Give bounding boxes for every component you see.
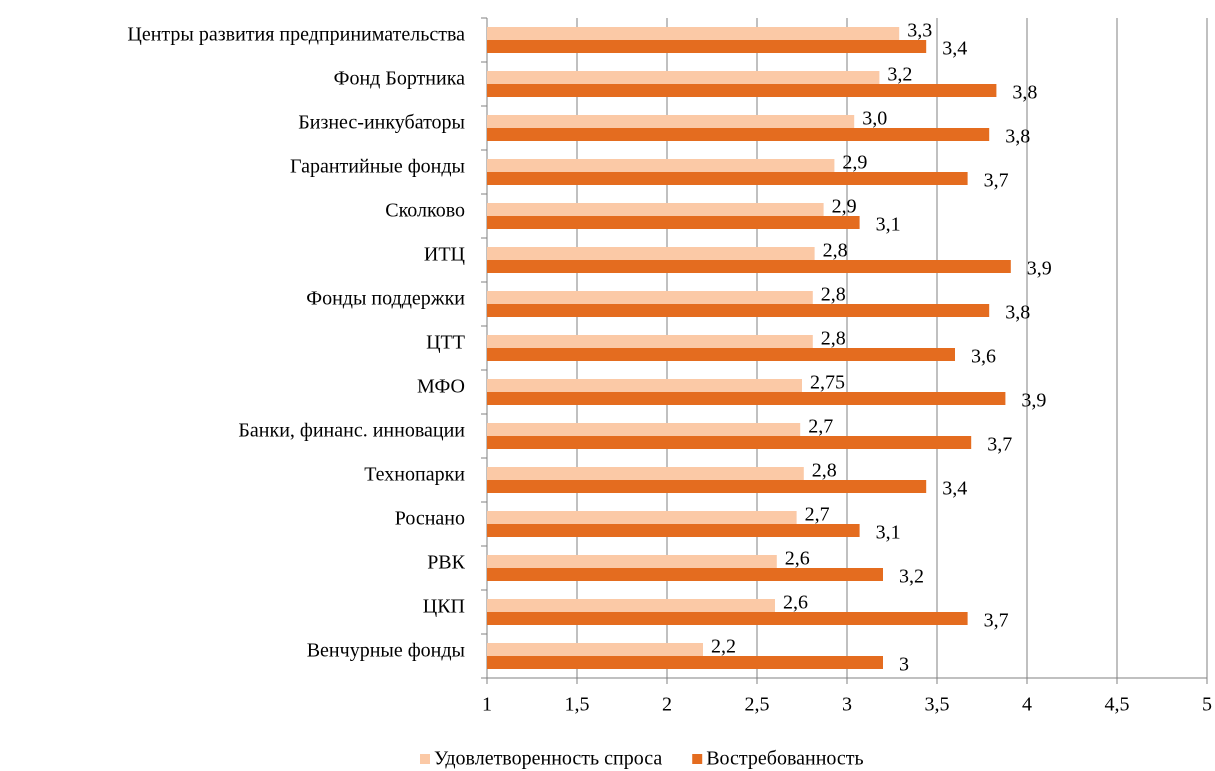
bar bbox=[487, 159, 835, 172]
value-label: 3,9 bbox=[1021, 390, 1046, 412]
bar bbox=[487, 568, 883, 581]
bar bbox=[487, 467, 804, 480]
value-label: 2,8 bbox=[821, 284, 846, 306]
y-tick-label: Банки, финанс. инновации bbox=[238, 420, 465, 442]
bar bbox=[487, 304, 990, 317]
x-tick-label: 1,5 bbox=[565, 694, 590, 716]
y-tick-label: ЦТТ bbox=[426, 332, 465, 354]
bar bbox=[487, 643, 703, 656]
value-label: 3,4 bbox=[942, 38, 967, 60]
bar bbox=[487, 172, 968, 185]
x-tick-label: 2 bbox=[662, 694, 672, 716]
value-label: 3,7 bbox=[984, 610, 1009, 632]
bar bbox=[487, 27, 900, 40]
value-label: 2,7 bbox=[805, 504, 830, 526]
value-label: 3,8 bbox=[1005, 302, 1030, 324]
value-label: 3,7 bbox=[984, 170, 1009, 192]
y-tick-label: Технопарки bbox=[364, 464, 465, 486]
bar bbox=[487, 260, 1011, 273]
x-tick-label: 5 bbox=[1202, 694, 1212, 716]
bar bbox=[487, 216, 860, 229]
value-label: 2,9 bbox=[832, 196, 857, 218]
legend-label: Востребованность bbox=[706, 748, 863, 770]
bar bbox=[487, 84, 997, 97]
value-label: 3,1 bbox=[876, 214, 901, 236]
y-tick-label: Фонды поддержки bbox=[306, 288, 465, 310]
x-tick-label: 3 bbox=[842, 694, 852, 716]
x-tick-label: 4,5 bbox=[1105, 694, 1130, 716]
bar bbox=[487, 203, 824, 216]
value-label: 2,9 bbox=[842, 152, 867, 174]
legend-label: Удовлетворенность спроса bbox=[434, 748, 662, 770]
value-label: 2,8 bbox=[812, 460, 837, 482]
value-label: 2,2 bbox=[711, 636, 736, 658]
bar bbox=[487, 128, 990, 141]
value-label: 3,8 bbox=[1012, 82, 1037, 104]
bar bbox=[487, 612, 968, 625]
value-label: 2,6 bbox=[785, 548, 810, 570]
bar bbox=[487, 524, 860, 537]
value-label: 2,8 bbox=[823, 240, 848, 262]
value-label: 2,8 bbox=[821, 328, 846, 350]
y-tick-label: Гарантийные фонды bbox=[290, 156, 465, 178]
value-label: 3,2 bbox=[887, 64, 912, 86]
bar bbox=[487, 115, 855, 128]
bar bbox=[487, 40, 927, 53]
x-tick-label: 1 bbox=[482, 694, 492, 716]
x-tick-label: 3,5 bbox=[925, 694, 950, 716]
value-label: 3,3 bbox=[907, 20, 932, 42]
bar bbox=[487, 511, 797, 524]
bar bbox=[487, 436, 972, 449]
value-label: 2,7 bbox=[808, 416, 833, 438]
value-label: 2,75 bbox=[810, 372, 845, 394]
bar bbox=[487, 423, 801, 436]
y-tick-label: Бизнес-инкубаторы bbox=[298, 112, 465, 134]
y-tick-label: ИТЦ bbox=[424, 244, 465, 266]
legend-swatch bbox=[420, 754, 430, 764]
legend-swatch bbox=[692, 754, 703, 764]
bar bbox=[487, 71, 880, 84]
y-tick-label: МФО bbox=[417, 376, 465, 398]
bar bbox=[487, 348, 955, 361]
bar bbox=[487, 335, 813, 348]
y-tick-label: РВК bbox=[427, 552, 465, 574]
value-label: 3,6 bbox=[971, 346, 996, 368]
x-tick-label: 2,5 bbox=[745, 694, 770, 716]
y-tick-label: ЦКП bbox=[423, 596, 465, 618]
value-label: 3,2 bbox=[899, 566, 924, 588]
bar bbox=[487, 392, 1006, 405]
value-label: 3,7 bbox=[987, 434, 1012, 456]
x-tick-label: 4 bbox=[1022, 694, 1032, 716]
y-tick-label: Центры развития предпринимательства bbox=[127, 24, 465, 46]
value-label: 3,1 bbox=[876, 522, 901, 544]
y-tick-label: Сколково bbox=[385, 200, 465, 222]
value-label: 2,6 bbox=[783, 592, 808, 614]
y-tick-label: Фонд Бортника bbox=[334, 68, 465, 90]
value-label: 3,8 bbox=[1005, 126, 1030, 148]
bar bbox=[487, 247, 815, 260]
value-label: 3,9 bbox=[1027, 258, 1052, 280]
bar bbox=[487, 480, 927, 493]
value-label: 3,4 bbox=[942, 478, 967, 500]
y-tick-label: Венчурные фонды bbox=[307, 640, 465, 662]
y-tick-label: Роснано bbox=[395, 508, 465, 530]
value-label: 3,0 bbox=[862, 108, 887, 130]
bar bbox=[487, 599, 775, 612]
bar bbox=[487, 291, 813, 304]
value-label: 3 bbox=[899, 654, 909, 676]
bar bbox=[487, 379, 802, 392]
bar bbox=[487, 656, 883, 669]
bar bbox=[487, 555, 777, 568]
